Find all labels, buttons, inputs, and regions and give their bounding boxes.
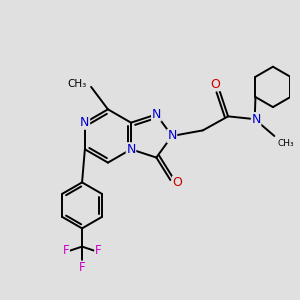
- Text: N: N: [126, 143, 136, 156]
- Text: N: N: [80, 116, 90, 129]
- Text: F: F: [79, 261, 86, 274]
- Text: N: N: [167, 130, 177, 142]
- Text: F: F: [63, 244, 69, 257]
- Text: O: O: [211, 78, 220, 91]
- Text: CH₃: CH₃: [68, 79, 87, 89]
- Text: F: F: [95, 244, 101, 257]
- Text: N: N: [251, 113, 261, 126]
- Text: N: N: [152, 108, 161, 121]
- Text: O: O: [172, 176, 182, 189]
- Text: CH₃: CH₃: [277, 139, 294, 148]
